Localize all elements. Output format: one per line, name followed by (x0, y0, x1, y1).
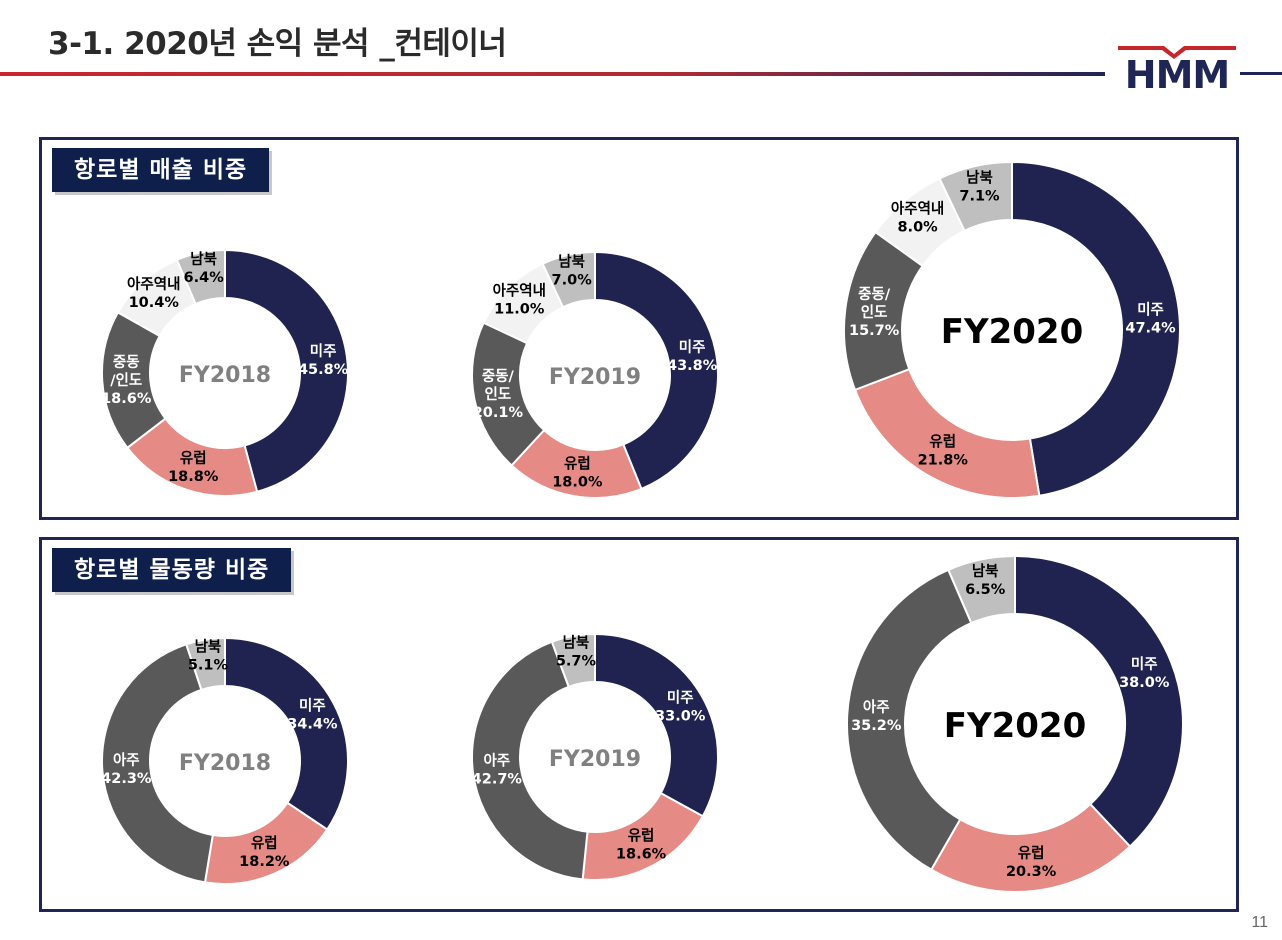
hmm-logo: HMM (1118, 46, 1236, 94)
volume-share-panel: 항로별 물동량 비중 (39, 537, 1239, 912)
title-divider-right (1240, 72, 1282, 75)
revenue-share-panel: 항로별 매출 비중 (39, 137, 1239, 520)
title-divider (0, 72, 1105, 76)
revenue-share-label: 항로별 매출 비중 (52, 148, 270, 192)
page-number: 11 (1251, 914, 1268, 931)
volume-share-label: 항로별 물동량 비중 (52, 548, 292, 592)
page-title: 3-1. 2020년 손익 분석 _컨테이너 (48, 26, 507, 62)
svg-text:HMM: HMM (1125, 53, 1229, 94)
